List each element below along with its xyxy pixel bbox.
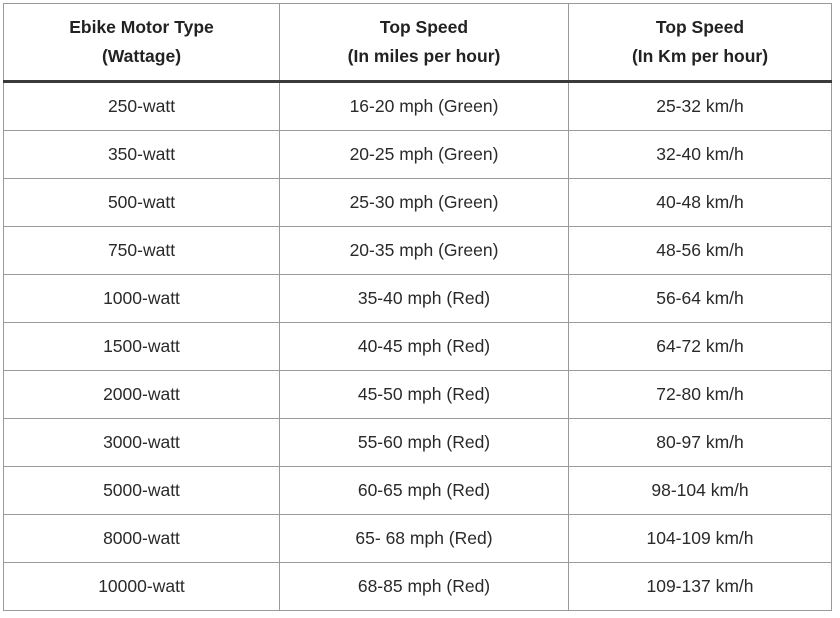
cell-wattage: 350-watt xyxy=(3,130,280,179)
speed-table-container: Ebike Motor Type (Wattage) Top Speed (In… xyxy=(3,3,832,611)
cell-speed-kmh: 109-137 km/h xyxy=(568,562,832,611)
cell-speed-kmh: 25-32 km/h xyxy=(568,81,832,131)
cell-speed-kmh: 40-48 km/h xyxy=(568,178,832,227)
header-subline: (In Km per hour) xyxy=(631,46,769,66)
table-row: 350-watt 20-25 mph (Green) 32-40 km/h xyxy=(3,130,832,179)
table-row: 3000-watt 55-60 mph (Red) 80-97 km/h xyxy=(3,418,832,467)
cell-speed-mph: 40-45 mph (Red) xyxy=(279,322,569,371)
header-line: Top Speed xyxy=(379,17,469,37)
cell-wattage: 1000-watt xyxy=(3,274,280,323)
header-top-speed-mph: Top Speed (In miles per hour) xyxy=(279,3,569,83)
cell-speed-kmh: 64-72 km/h xyxy=(568,322,832,371)
table-row: 500-watt 25-30 mph (Green) 40-48 km/h xyxy=(3,178,832,227)
table-row: 2000-watt 45-50 mph (Red) 72-80 km/h xyxy=(3,370,832,419)
cell-speed-mph: 20-35 mph (Green) xyxy=(279,226,569,275)
header-line: Ebike Motor Type xyxy=(69,17,214,37)
ebike-speed-table: Ebike Motor Type (Wattage) Top Speed (In… xyxy=(3,3,832,611)
cell-speed-mph: 35-40 mph (Red) xyxy=(279,274,569,323)
table-row: 8000-watt 65- 68 mph (Red) 104-109 km/h xyxy=(3,514,832,563)
cell-speed-mph: 55-60 mph (Red) xyxy=(279,418,569,467)
cell-wattage: 750-watt xyxy=(3,226,280,275)
cell-speed-mph: 45-50 mph (Red) xyxy=(279,370,569,419)
table-body: 250-watt 16-20 mph (Green) 25-32 km/h 35… xyxy=(3,81,832,611)
cell-speed-kmh: 48-56 km/h xyxy=(568,226,832,275)
table-row: 1000-watt 35-40 mph (Red) 56-64 km/h xyxy=(3,274,832,323)
cell-speed-mph: 68-85 mph (Red) xyxy=(279,562,569,611)
header-subline: (Wattage) xyxy=(101,46,182,66)
cell-wattage: 5000-watt xyxy=(3,466,280,515)
table-row: 750-watt 20-35 mph (Green) 48-56 km/h xyxy=(3,226,832,275)
cell-speed-kmh: 56-64 km/h xyxy=(568,274,832,323)
cell-wattage: 3000-watt xyxy=(3,418,280,467)
cell-wattage: 250-watt xyxy=(3,81,280,131)
cell-speed-kmh: 104-109 km/h xyxy=(568,514,832,563)
cell-speed-mph: 60-65 mph (Red) xyxy=(279,466,569,515)
table-row: 1500-watt 40-45 mph (Red) 64-72 km/h xyxy=(3,322,832,371)
cell-wattage: 500-watt xyxy=(3,178,280,227)
cell-speed-mph: 25-30 mph (Green) xyxy=(279,178,569,227)
cell-wattage: 1500-watt xyxy=(3,322,280,371)
table-header: Ebike Motor Type (Wattage) Top Speed (In… xyxy=(3,3,832,83)
header-row: Ebike Motor Type (Wattage) Top Speed (In… xyxy=(3,3,832,83)
cell-speed-mph: 16-20 mph (Green) xyxy=(279,81,569,131)
table-row: 250-watt 16-20 mph (Green) 25-32 km/h xyxy=(3,81,832,131)
cell-speed-kmh: 72-80 km/h xyxy=(568,370,832,419)
table-row: 5000-watt 60-65 mph (Red) 98-104 km/h xyxy=(3,466,832,515)
cell-wattage: 2000-watt xyxy=(3,370,280,419)
cell-speed-kmh: 80-97 km/h xyxy=(568,418,832,467)
header-line: Top Speed xyxy=(655,17,745,37)
table-row: 10000-watt 68-85 mph (Red) 109-137 km/h xyxy=(3,562,832,611)
cell-wattage: 8000-watt xyxy=(3,514,280,563)
header-top-speed-kmh: Top Speed (In Km per hour) xyxy=(568,3,832,83)
cell-speed-mph: 20-25 mph (Green) xyxy=(279,130,569,179)
cell-speed-kmh: 32-40 km/h xyxy=(568,130,832,179)
cell-speed-mph: 65- 68 mph (Red) xyxy=(279,514,569,563)
cell-wattage: 10000-watt xyxy=(3,562,280,611)
cell-speed-kmh: 98-104 km/h xyxy=(568,466,832,515)
header-subline: (In miles per hour) xyxy=(347,46,501,66)
header-motor-type: Ebike Motor Type (Wattage) xyxy=(3,3,280,83)
